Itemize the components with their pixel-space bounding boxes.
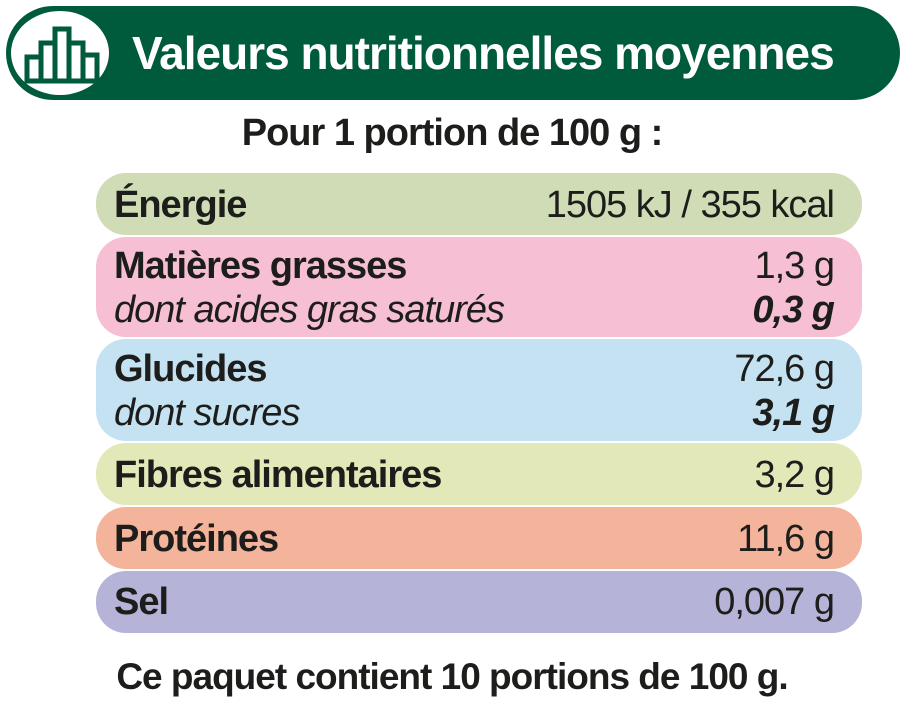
header-banner: Valeurs nutritionnelles moyennes bbox=[6, 6, 900, 100]
row-energie: Énergie 1505 kJ / 355 kcal bbox=[96, 173, 862, 235]
portion-label: Pour 1 portion de 100 g : bbox=[241, 112, 664, 154]
nutrient-value: 72,6 g bbox=[734, 348, 835, 390]
nutrient-label: Énergie bbox=[114, 184, 247, 226]
page-title: Valeurs nutritionnelles moyennes bbox=[132, 27, 835, 79]
row-sel: Sel 0,007 g bbox=[96, 571, 862, 633]
row-glucides: Glucides 72,6 g dont sucres 3,1 g bbox=[96, 339, 862, 441]
package-note: Ce paquet contient 10 portions de 100 g. bbox=[116, 656, 788, 697]
row-proteines: Protéines 11,6 g bbox=[96, 507, 862, 569]
nutrient-value: 1505 kJ / 355 kcal bbox=[545, 184, 835, 226]
nutrient-label: Fibres alimentaires bbox=[114, 454, 442, 496]
sub-nutrient-label: dont sucres bbox=[114, 392, 300, 434]
nutrient-label: Sel bbox=[114, 581, 169, 623]
sub-nutrient-value: 0,3 g bbox=[752, 289, 835, 331]
nutrient-value: 0,007 g bbox=[714, 581, 835, 623]
nutrient-label: Matières grasses bbox=[114, 245, 407, 287]
sub-nutrient-label: dont acides gras saturés bbox=[114, 289, 505, 331]
nutrient-label: Protéines bbox=[114, 518, 279, 560]
nutrient-value: 1,3 g bbox=[754, 245, 835, 287]
row-matieres-grasses: Matières grasses 1,3 g dont acides gras … bbox=[96, 237, 862, 337]
nutrient-value: 11,6 g bbox=[737, 518, 835, 560]
sub-nutrient-value: 3,1 g bbox=[752, 392, 835, 434]
logo bbox=[8, 8, 112, 98]
row-fibres: Fibres alimentaires 3,2 g bbox=[96, 443, 862, 505]
nutrient-label: Glucides bbox=[114, 348, 267, 390]
bar-chart-icon bbox=[24, 26, 100, 84]
nutrient-value: 3,2 g bbox=[754, 454, 835, 496]
